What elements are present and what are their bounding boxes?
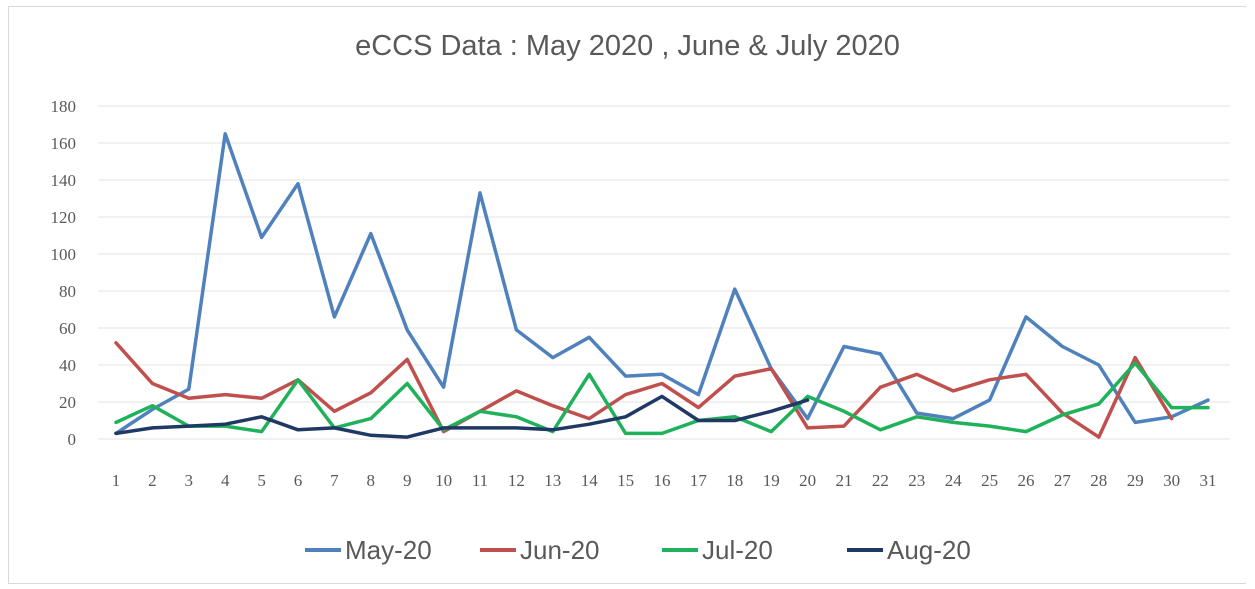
x-tick-label: 21 — [836, 471, 853, 490]
y-tick-label: 120 — [51, 208, 77, 227]
y-tick-label: 60 — [59, 319, 76, 338]
x-tick-label: 9 — [403, 471, 412, 490]
chart-frame — [8, 6, 1246, 584]
x-tick-label: 24 — [945, 471, 963, 490]
x-tick-label: 7 — [330, 471, 339, 490]
x-tick-label: 18 — [726, 471, 743, 490]
x-tick-label: 31 — [1200, 471, 1217, 490]
series-line-aug-20 — [114, 394, 810, 439]
legend-label: Jul-20 — [702, 535, 773, 565]
x-tick-label: 20 — [799, 471, 816, 490]
x-tick-label: 12 — [508, 471, 525, 490]
legend-label: May-20 — [345, 535, 432, 565]
x-tick-label: 2 — [148, 471, 157, 490]
x-tick-label: 25 — [981, 471, 998, 490]
series-line-jul-20 — [114, 361, 1210, 436]
x-tick-label: 26 — [1018, 471, 1035, 490]
x-tick-label: 19 — [763, 471, 780, 490]
x-tick-label: 16 — [654, 471, 671, 490]
x-tick-label: 28 — [1090, 471, 1107, 490]
legend-label: Jun-20 — [520, 535, 600, 565]
x-tick-label: 8 — [367, 471, 376, 490]
y-tick-label: 20 — [59, 393, 76, 412]
y-tick-label: 80 — [59, 282, 76, 301]
x-tick-label: 29 — [1127, 471, 1144, 490]
legend-label: Aug-20 — [887, 535, 971, 565]
y-tick-label: 140 — [51, 171, 77, 190]
x-tick-label: 4 — [221, 471, 230, 490]
x-tick-label: 27 — [1054, 471, 1072, 490]
x-tick-label: 3 — [185, 471, 194, 490]
y-tick-label: 40 — [59, 356, 76, 375]
x-tick-label: 15 — [617, 471, 634, 490]
x-tick-label: 5 — [257, 471, 266, 490]
y-tick-label: 180 — [51, 97, 77, 116]
x-tick-label: 17 — [690, 471, 708, 490]
y-tick-label: 100 — [51, 245, 77, 264]
series-line-jun-20 — [114, 341, 1174, 439]
x-tick-label: 1 — [112, 471, 121, 490]
chart-title: eCCS Data : May 2020 , June & July 2020 — [355, 30, 900, 62]
x-tick-label: 13 — [544, 471, 561, 490]
series-line-may-20 — [114, 132, 1210, 436]
y-tick-label: 160 — [51, 134, 77, 153]
x-tick-label: 6 — [294, 471, 303, 490]
x-tick-label: 22 — [872, 471, 889, 490]
x-tick-label: 23 — [908, 471, 925, 490]
x-tick-label: 30 — [1163, 471, 1180, 490]
y-tick-label: 0 — [68, 430, 77, 449]
x-tick-label: 10 — [435, 471, 452, 490]
x-tick-label: 14 — [581, 471, 599, 490]
x-tick-label: 11 — [472, 471, 488, 490]
